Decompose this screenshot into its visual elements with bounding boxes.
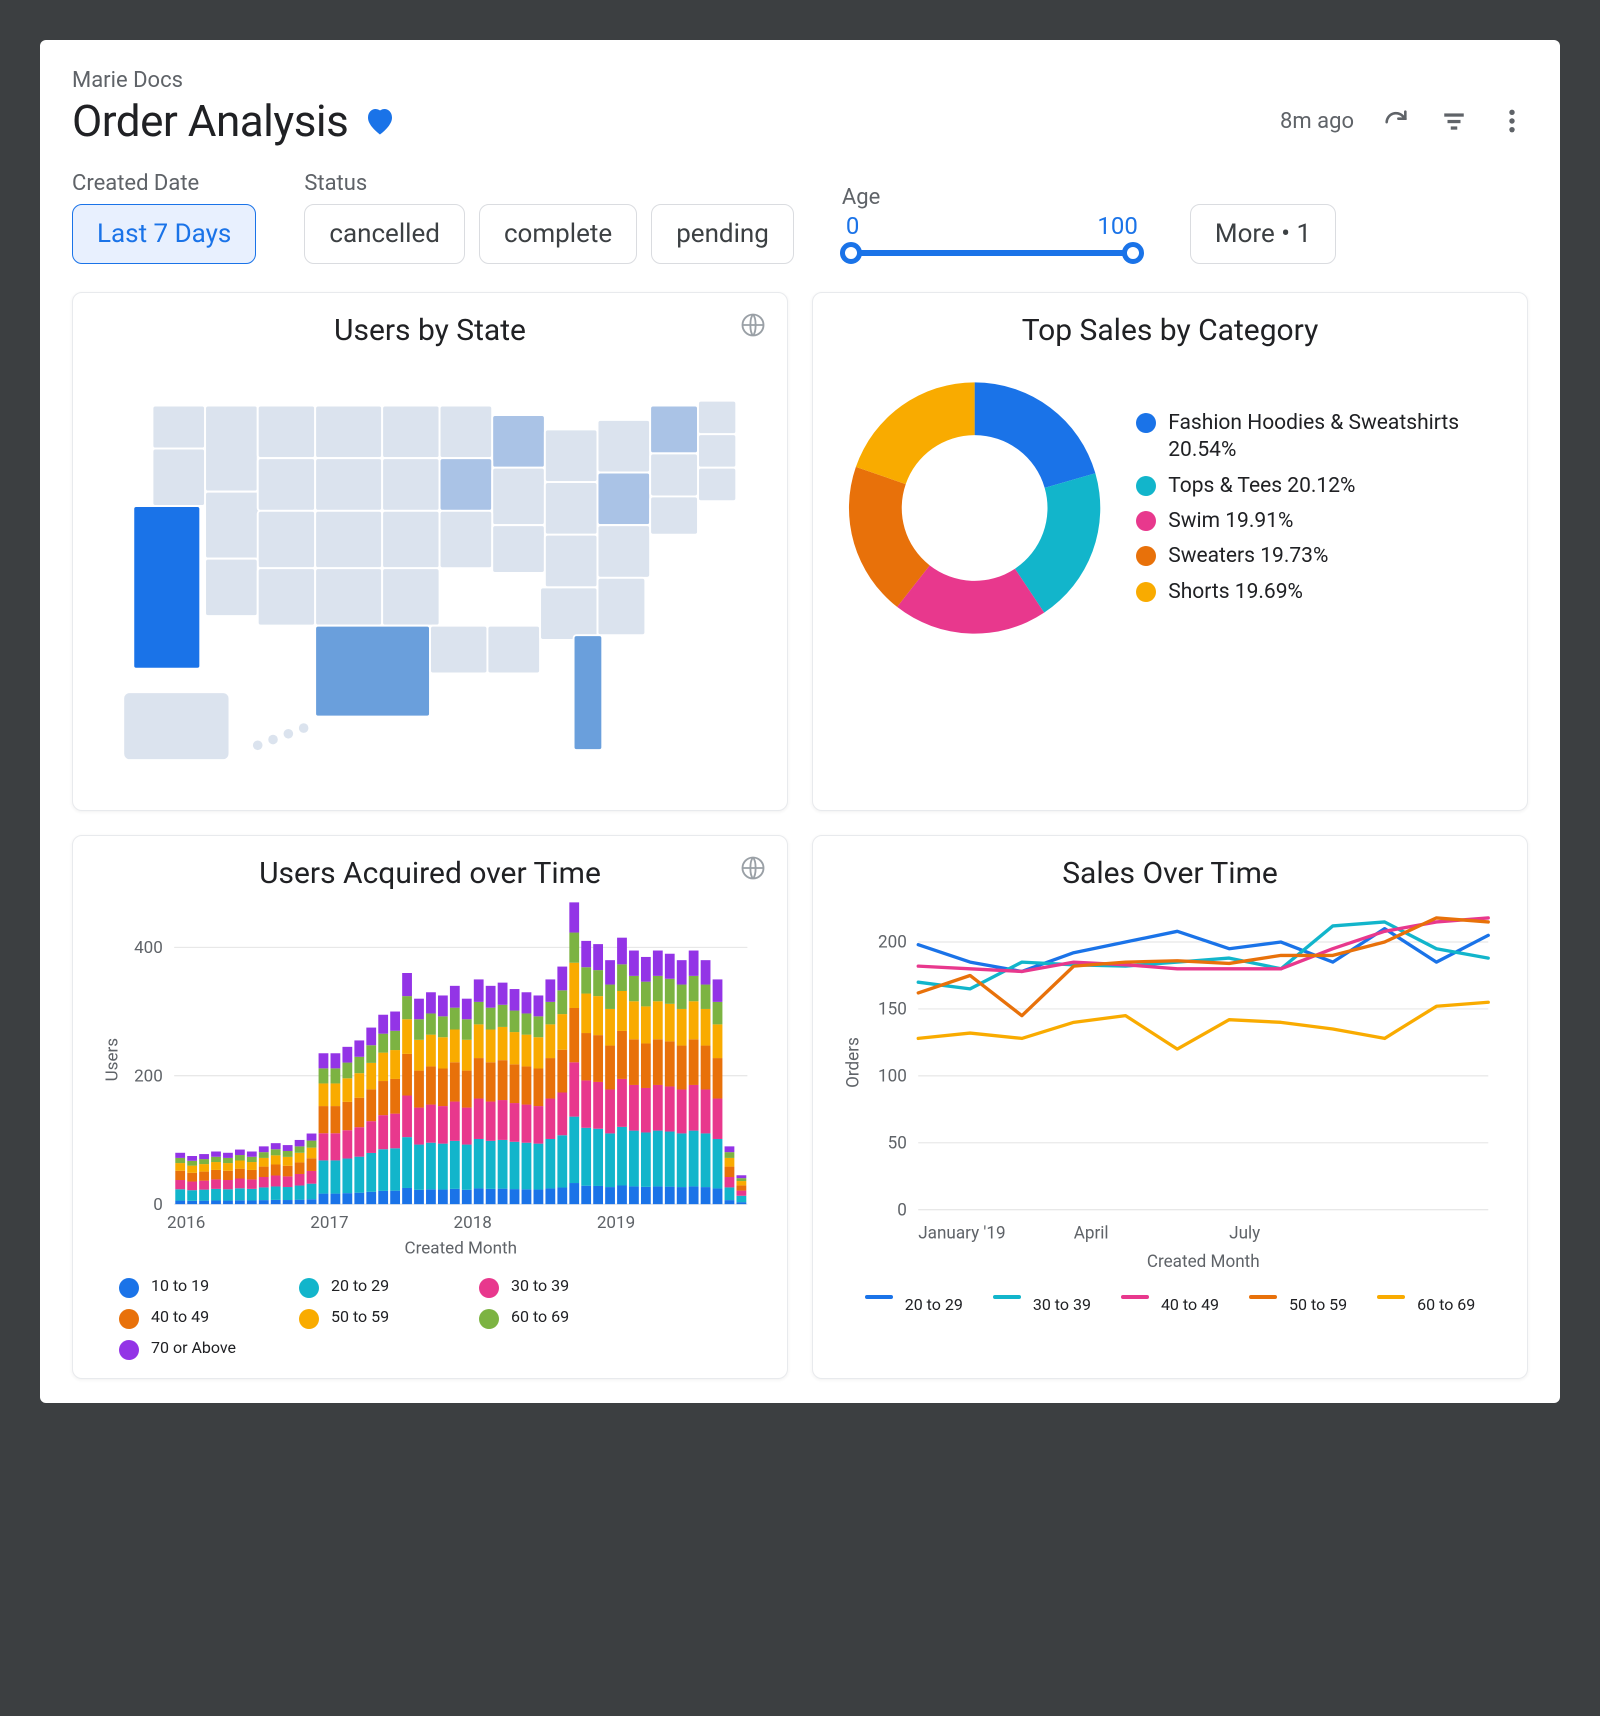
svg-text:2016: 2016 [167,1213,205,1233]
svg-text:200: 200 [134,1066,163,1086]
svg-text:200: 200 [878,933,907,953]
filter-created-date: Created Date Last 7 Days [72,171,256,264]
more-icon[interactable] [1496,105,1528,137]
legend-item[interactable]: 50 to 59 [299,1306,449,1329]
legend-item[interactable]: 10 to 19 [119,1275,269,1298]
title-wrap: Order Analysis [72,95,398,147]
svg-text:0: 0 [897,1200,907,1220]
favorite-icon[interactable] [362,103,398,139]
globe-icon[interactable] [739,311,767,339]
breadcrumb[interactable]: Marie Docs [72,68,1528,93]
donut-chart[interactable] [835,358,1114,658]
svg-text:Created Month: Created Month [405,1238,517,1258]
legend-item[interactable]: 60 to 69 [1377,1295,1475,1316]
legend-item[interactable]: Swim 19.91% [1136,508,1505,535]
timestamp: 8m ago [1280,109,1354,134]
svg-text:Users: Users [102,1038,122,1081]
legend-item[interactable]: 30 to 39 [479,1275,629,1298]
legend-item[interactable]: 40 to 49 [119,1306,269,1329]
svg-text:100: 100 [878,1067,907,1087]
svg-text:April: April [1074,1223,1109,1243]
lines-legend: 20 to 29 30 to 39 40 to 49 50 to 59 60 to 69 [835,1295,1505,1316]
legend-item[interactable]: 40 to 49 [1121,1295,1219,1316]
svg-text:150: 150 [878,1000,907,1020]
chip-last-7-days[interactable]: Last 7 Days [72,204,256,264]
filters: Created Date Last 7 Days Status cancelle… [72,171,1528,264]
stacked-legend: 10 to 19 20 to 29 30 to 39 40 to 49 50 to 59… [95,1275,765,1360]
card-title: Top Sales by Category [835,313,1505,348]
svg-text:50: 50 [888,1134,907,1154]
legend-item[interactable]: 60 to 69 [479,1306,629,1329]
globe-icon[interactable] [739,854,767,882]
card-users-by-state: Users by State [72,292,788,811]
chip-cancelled[interactable]: cancelled [304,204,465,264]
filter-more: More • 1 [1190,171,1336,264]
chip-pending[interactable]: pending [651,204,794,264]
filter-icon[interactable] [1438,105,1470,137]
card-top-sales: Top Sales by Category Fashion Hoodies & … [812,292,1528,811]
card-title: Users by State [95,313,765,348]
legend-item[interactable]: 50 to 59 [1249,1295,1347,1316]
legend-item[interactable]: 70 or Above [119,1337,269,1360]
svg-text:Orders: Orders [843,1037,863,1088]
chip-more[interactable]: More • 1 [1190,204,1336,264]
slider-knob-min[interactable] [840,242,862,264]
svg-text:400: 400 [134,938,163,958]
card-title: Users Acquired over Time [95,856,765,891]
slider-knob-max[interactable] [1122,242,1144,264]
donut-legend: Fashion Hoodies & Sweatshirts 20.54% Tops… [1136,410,1505,606]
page-title: Order Analysis [72,95,348,147]
legend-item[interactable]: 20 to 29 [865,1295,963,1316]
legend-item[interactable]: 30 to 39 [993,1295,1091,1316]
header-actions: 8m ago [1280,105,1528,137]
card-users-acquired: Users Acquired over Time 0 200 400 2016 2017… [72,835,788,1379]
legend-item[interactable]: 20 to 29 [299,1275,449,1298]
chip-complete[interactable]: complete [479,204,637,264]
cards-grid: Users by State Top Sales by Category Fas… [72,292,1528,1379]
svg-text:January '19: January '19 [918,1223,1005,1243]
header-row: Order Analysis 8m ago [72,95,1528,147]
line-chart[interactable]: 0 50 100 150 200 January '19 April July Created … [835,901,1505,1281]
filter-label: Age [842,185,1142,210]
dashboard: Marie Docs Order Analysis 8m ago Created… [40,40,1560,1403]
filter-age: Age 0 100 [842,185,1142,264]
svg-text:2018: 2018 [454,1213,492,1233]
svg-text:July: July [1229,1223,1260,1243]
card-sales-over-time: Sales Over Time 0 50 100 150 200 January '19 A… [812,835,1528,1379]
filter-label: Status [304,171,794,196]
legend-item[interactable]: Fashion Hoodies & Sweatshirts 20.54% [1136,410,1505,465]
svg-text:2019: 2019 [597,1213,635,1233]
svg-text:2017: 2017 [310,1213,348,1233]
refresh-icon[interactable] [1380,105,1412,137]
legend-item[interactable]: Tops & Tees 20.12% [1136,473,1505,500]
filter-label: Created Date [72,171,256,196]
age-slider[interactable] [842,242,1142,264]
legend-item[interactable]: Sweaters 19.73% [1136,543,1505,570]
svg-text:0: 0 [153,1195,163,1215]
card-title: Sales Over Time [835,856,1505,891]
legend-item[interactable]: Shorts 19.69% [1136,579,1505,606]
stacked-bar-chart[interactable]: 0 200 400 2016 2017 2018 2019 Created Month User… [95,901,765,1261]
age-min: 0 [846,212,860,240]
filter-status: Status cancelled complete pending [304,171,794,264]
age-max: 100 [1097,212,1137,240]
svg-text:Created Month: Created Month [1147,1252,1260,1272]
us-map[interactable] [95,358,765,788]
